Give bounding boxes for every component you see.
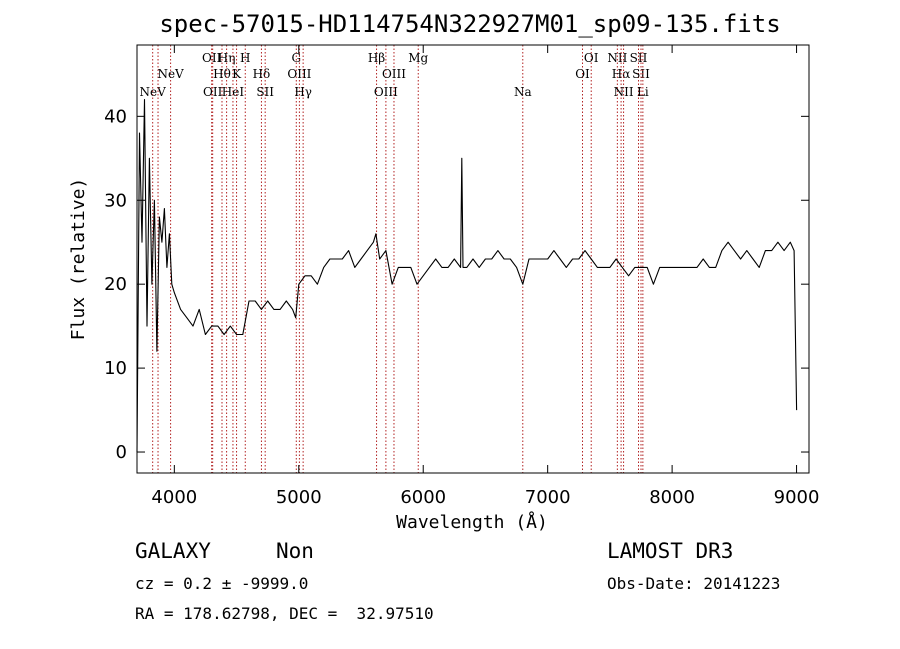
redshift-readout: cz = 0.2 ± -9999.0	[135, 574, 309, 593]
line-marker-label-15: Hβ	[368, 51, 385, 65]
line-marker-label-25: SII	[630, 51, 648, 65]
object-subclass: Non	[276, 539, 314, 563]
x-axis-label: Wavelength (Å)	[396, 511, 548, 533]
line-marker-label-22: NII	[607, 51, 627, 65]
y-tick-label-0: 0	[116, 442, 127, 463]
line-marker-label-10: Hδ	[253, 67, 271, 81]
line-marker-label-7: HeI	[222, 85, 245, 99]
plot-frame	[136, 44, 810, 474]
x-axis-ticks: 4000 5000 6000 7000 8000 9000	[151, 45, 819, 508]
line-marker-label-3: OII	[202, 51, 222, 65]
line-marker-label-0: NeV	[140, 85, 167, 99]
x-tick-label-4: 8000	[649, 487, 695, 508]
x-tick-label-2: 6000	[400, 487, 446, 508]
coordinates-readout: RA = 178.62798, DEC = 32.97510	[135, 604, 434, 623]
y-tick-label-3: 30	[104, 190, 127, 211]
observation-date: Obs-Date: 20141223	[607, 574, 781, 593]
line-marker-label-21: OI	[584, 51, 599, 65]
x-tick-label-0: 4000	[151, 487, 197, 508]
x-tick-label-5: 9000	[774, 487, 820, 508]
y-tick-label-1: 10	[104, 358, 127, 379]
line-marker-label-18: Mg	[408, 51, 428, 65]
line-marker-label-19: Na	[514, 85, 532, 99]
line-marker-label-12: G	[291, 51, 301, 65]
y-axis-ticks: 0 10 20 30 40	[104, 106, 809, 463]
line-marker-label-20: OI	[575, 67, 590, 81]
chart-title: spec-57015-HD114754N322927M01_sp09-135.f…	[159, 10, 780, 38]
line-marker-label-9: H	[240, 51, 250, 65]
spectrum-series	[136, 98, 798, 453]
line-marker-label-27: Li	[637, 85, 649, 99]
spectrum-line-0	[136, 98, 798, 453]
line-marker-label-17: OIII	[382, 67, 406, 81]
line-marker-label-16: OIII	[374, 85, 398, 99]
y-axis-label: Flux (relative)	[68, 178, 89, 341]
line-marker-label-24: NII	[614, 85, 634, 99]
line-marker-label-13: OIII	[287, 67, 311, 81]
object-class: GALAXY	[135, 539, 211, 563]
line-marker-label-8: K	[232, 67, 242, 81]
x-tick-label-3: 7000	[525, 487, 571, 508]
line-marker-label-4: OII	[203, 85, 223, 99]
y-tick-label-2: 20	[104, 274, 127, 295]
line-marker-label-23: Hα	[612, 67, 631, 81]
line-marker-label-2: NeV	[157, 67, 184, 81]
x-tick-label-1: 5000	[276, 487, 322, 508]
line-marker-label-5: Hθ	[213, 67, 231, 81]
line-marker-label-14: Hγ	[294, 85, 312, 99]
line-marker-label-11: SII	[256, 85, 274, 99]
line-marker-label-6: Hη	[218, 51, 236, 65]
line-marker-label-26: SII	[632, 67, 650, 81]
survey-name: LAMOST DR3	[607, 539, 734, 563]
y-tick-label-4: 40	[104, 106, 127, 127]
